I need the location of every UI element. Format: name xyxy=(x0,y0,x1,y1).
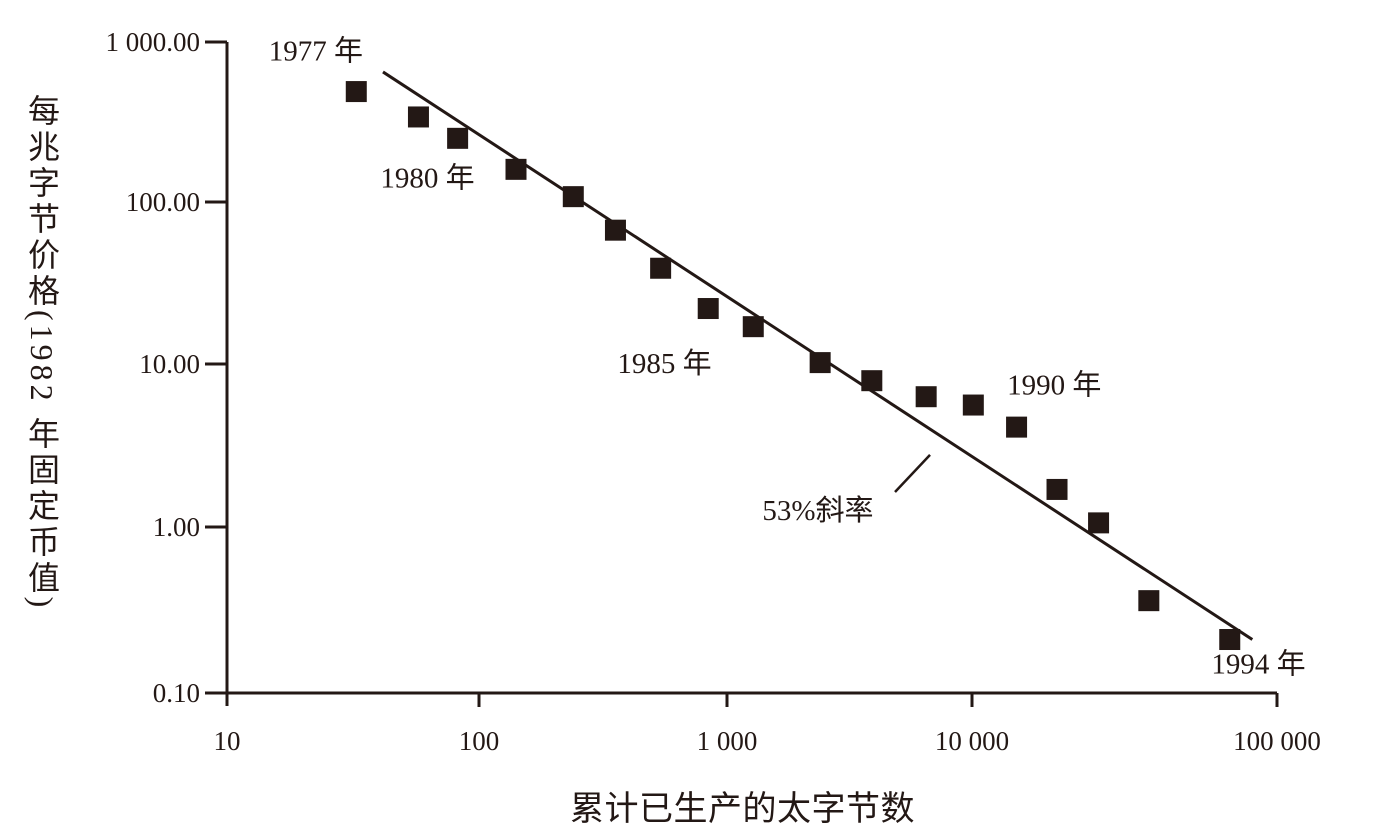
y-axis-title: 每兆字节价格(1982 年固定币值) xyxy=(24,94,60,612)
x-tick-label-10000: 10 000 xyxy=(935,726,1009,756)
data-point-1988 xyxy=(915,386,937,408)
annotation-1990: 1990 年 xyxy=(1007,368,1101,401)
data-point-1992 xyxy=(1088,512,1110,534)
annotation-1980: 1980 年 xyxy=(380,162,474,195)
data-point-1993 xyxy=(1138,590,1160,612)
y-tick-label-1000: 1 000.00 xyxy=(106,27,201,57)
data-point-1989 xyxy=(962,394,984,416)
annotation-slope: 53%斜率 xyxy=(762,494,873,527)
x-tick-label-100000: 100 000 xyxy=(1233,726,1321,756)
data-point-1981 xyxy=(562,186,584,208)
annotation-1985: 1985 年 xyxy=(617,347,711,380)
data-point-1980 xyxy=(505,158,527,180)
x-tick-label-1000: 1 000 xyxy=(697,726,758,756)
y-tick-label-100: 100.00 xyxy=(126,187,200,217)
data-point-1987 xyxy=(861,370,883,392)
data-point-1979 xyxy=(447,127,469,149)
y-tick-label-0.1: 0.10 xyxy=(153,678,200,708)
annotation-1977: 1977 年 xyxy=(269,35,363,68)
data-point-1991 xyxy=(1046,478,1068,500)
y-tick-label-10: 10.00 xyxy=(139,349,200,379)
data-point-1986 xyxy=(809,352,831,374)
data-point-1978 xyxy=(407,106,429,128)
x-tick-label-10: 10 xyxy=(214,726,241,756)
data-point-1977 xyxy=(345,81,367,103)
x-tick-label-100: 100 xyxy=(459,726,500,756)
slope-callout-line xyxy=(894,454,931,493)
x-axis-title: 累计已生产的太字节数 xyxy=(570,791,915,828)
data-point-1983 xyxy=(650,257,672,279)
data-point-1984 xyxy=(697,298,719,320)
data-point-1990 xyxy=(1006,416,1028,438)
data-point-1985 xyxy=(742,316,764,338)
data-point-1982 xyxy=(604,219,626,241)
data-point-1994 xyxy=(1219,629,1241,651)
annotation-1994: 1994 年 xyxy=(1211,648,1305,681)
y-tick-label-1: 1.00 xyxy=(153,512,200,542)
